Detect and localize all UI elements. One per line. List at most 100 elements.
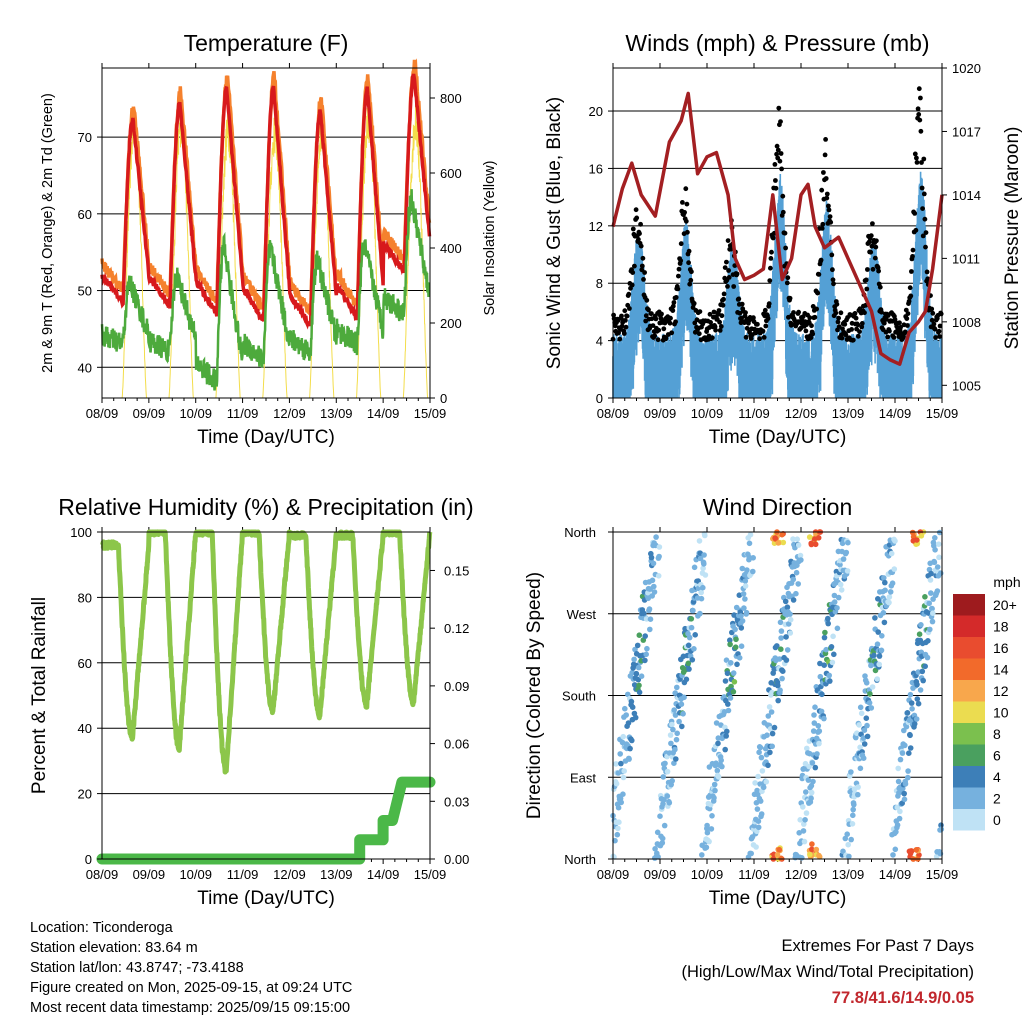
- direction-point: [651, 589, 658, 595]
- gust-point: [641, 277, 646, 282]
- gust-point: [814, 306, 819, 312]
- gust-point: [907, 285, 913, 291]
- gust-point: [779, 166, 784, 172]
- gust-point: [881, 320, 887, 326]
- gust-point: [785, 275, 791, 281]
- direction-point: [672, 712, 679, 718]
- direction-point: [647, 626, 653, 633]
- direction-point: [850, 812, 856, 819]
- direction-xtick-label: 13/09: [832, 867, 865, 882]
- direction-point: [783, 657, 790, 663]
- direction-point: [860, 755, 867, 761]
- speed-legend: mph 20+ 18 16 14 12 10 8 6 4 2 0: [953, 574, 1021, 831]
- direction-point: [671, 707, 677, 713]
- direction-xtick-label: 15/09: [926, 867, 959, 882]
- direction-point: [913, 847, 920, 853]
- direction-point: [925, 638, 931, 644]
- direction-point: [730, 689, 737, 695]
- humidity-ytick-label: 0: [85, 852, 92, 867]
- direction-point: [775, 540, 782, 546]
- direction-point: [831, 592, 838, 599]
- direction-point: [875, 629, 881, 635]
- direction-point: [620, 791, 626, 797]
- gust-point: [689, 269, 694, 275]
- station-info: Location: Ticonderoga Station elevation:…: [30, 918, 352, 1018]
- gust-point: [855, 322, 861, 328]
- direction-point: [838, 587, 845, 593]
- direction-point: [752, 780, 758, 786]
- gust-point: [640, 255, 646, 261]
- direction-point: [811, 712, 817, 718]
- direction-point: [857, 765, 864, 772]
- direction-point: [846, 853, 852, 860]
- gust-point: [739, 301, 745, 307]
- direction-point: [618, 799, 624, 806]
- direction-point: [691, 564, 698, 571]
- gust-point: [815, 290, 821, 296]
- gust-point: [910, 247, 916, 253]
- gust-point: [937, 323, 943, 329]
- direction-point: [688, 624, 695, 631]
- direction-point: [808, 795, 814, 802]
- humidity-xtick-label: 12/09: [273, 867, 306, 882]
- pressure-ytick-label: 1008: [952, 315, 981, 330]
- gust-point: [891, 335, 897, 340]
- direction-point: [679, 723, 685, 730]
- direction-point: [784, 604, 791, 610]
- gust-point: [638, 243, 644, 249]
- gust-point: [902, 329, 908, 335]
- direction-point: [907, 732, 913, 739]
- direction-point: [826, 672, 832, 679]
- direction-point: [686, 666, 692, 672]
- direction-point: [756, 749, 762, 756]
- precip-ytick-label: 0.12: [444, 621, 469, 636]
- direction-point: [730, 670, 737, 676]
- gust-point: [671, 300, 677, 305]
- speed-legend-label: 8: [993, 726, 1001, 742]
- gust-point: [791, 310, 796, 315]
- gust-point: [916, 86, 922, 92]
- gust-point: [673, 319, 678, 325]
- gust-point: [923, 244, 928, 250]
- direction-point: [878, 647, 885, 654]
- direction-point: [635, 664, 642, 671]
- direction-point: [692, 632, 698, 638]
- direction-point: [647, 616, 654, 622]
- direction-point: [876, 653, 883, 659]
- speed-legend-swatch: [953, 615, 985, 637]
- direction-point: [655, 854, 661, 860]
- temperature-frame: [101, 67, 431, 399]
- direction-point: [655, 573, 662, 579]
- humidity-xtick-label: 08/09: [86, 867, 119, 882]
- direction-point: [626, 756, 632, 762]
- gust-point: [627, 306, 632, 311]
- gust-point: [768, 256, 774, 261]
- direction-point: [827, 678, 833, 684]
- humidity-ytick-label: 60: [78, 656, 92, 671]
- direction-ytick-label: North: [564, 852, 596, 867]
- temperature-ylabel: 2m & 9m T (Red, Orange) & 2m Td (Green): [40, 93, 56, 373]
- extremes-values: 77.8/41.6/14.9/0.05: [831, 989, 974, 1007]
- direction-point: [857, 704, 864, 711]
- direction-point: [787, 616, 794, 623]
- gust-point: [818, 257, 824, 263]
- gust-point: [914, 160, 920, 165]
- direction-point: [636, 632, 643, 638]
- direction-point: [922, 594, 928, 600]
- direction-point: [840, 556, 847, 562]
- wind-panel: Winds (mph) & Pressure (mb) 08/09 09/09 10/…: [544, 30, 1023, 448]
- gust-point: [923, 230, 929, 236]
- gust-point: [868, 249, 874, 255]
- direction-point: [649, 577, 656, 584]
- direction-point: [842, 835, 849, 842]
- gust-point: [828, 219, 834, 225]
- direction-point: [897, 808, 903, 815]
- direction-point: [697, 610, 703, 617]
- direction-point: [812, 704, 818, 710]
- gust-point: [917, 117, 923, 123]
- direction-point: [787, 611, 793, 617]
- gust-point: [676, 273, 681, 279]
- direction-point: [809, 846, 815, 853]
- direction-point: [849, 821, 856, 827]
- direction-point: [739, 618, 746, 624]
